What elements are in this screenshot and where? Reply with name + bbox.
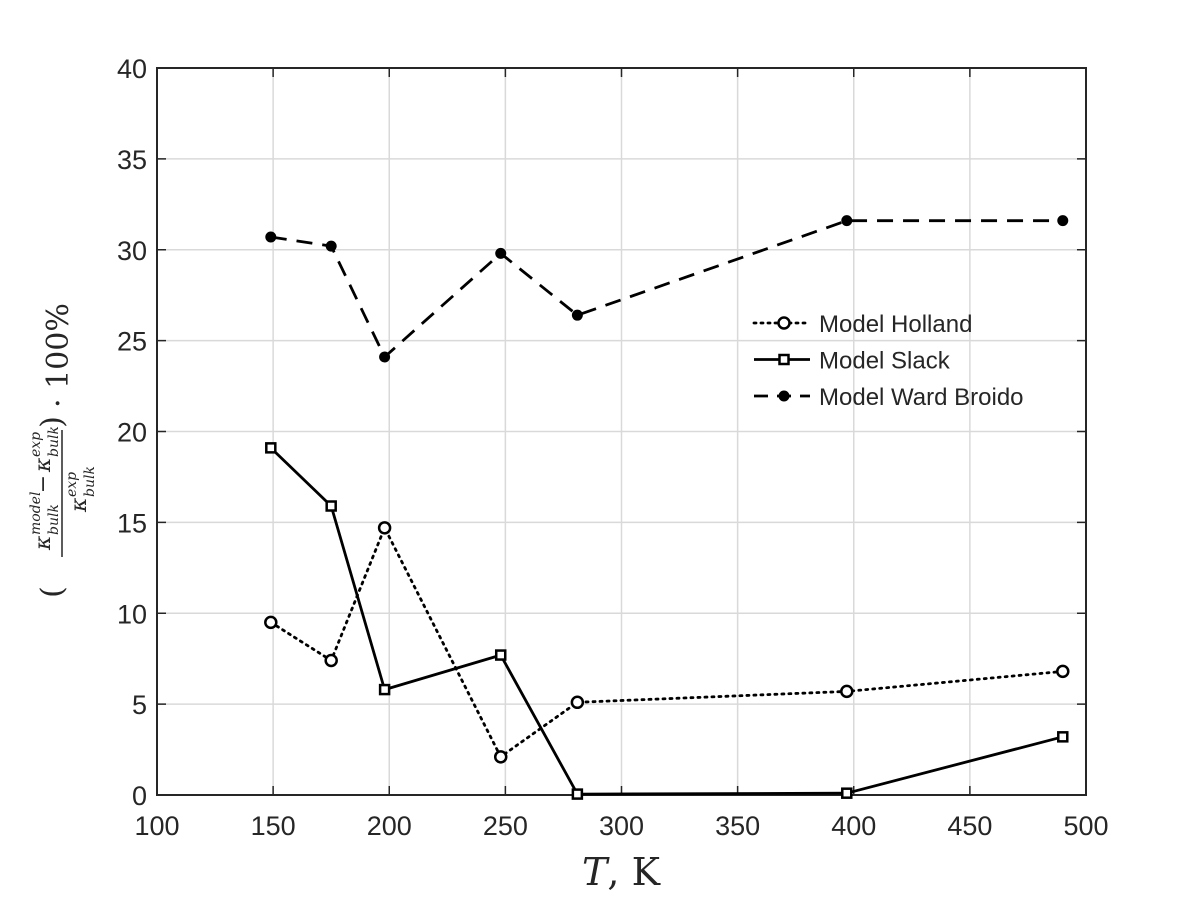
data-point (324, 653, 338, 668)
ylabel-den-sup-exp: exp (64, 472, 80, 497)
x-tick-label: 100 (134, 811, 179, 841)
ylabel-num-kappa-model: κ (31, 535, 56, 551)
data-point (494, 649, 507, 661)
x-axis-label-var: T (582, 850, 610, 894)
y-tick-label: 30 (117, 236, 147, 266)
ylabel-denominator: κ exp bulk (64, 466, 98, 513)
ylabel-den-kappa: κ (67, 497, 92, 513)
data-point (570, 695, 585, 710)
y-tick-label: 35 (117, 145, 147, 175)
x-tick-label: 300 (599, 811, 644, 841)
y-tick-label: 40 (117, 54, 147, 84)
data-point (378, 683, 391, 696)
x-tick-label: 150 (251, 811, 296, 841)
ylabel-num-sub-model: bulk (46, 504, 62, 535)
legend-entry: Model Slack (754, 348, 951, 375)
grid (157, 68, 1086, 795)
data-point (379, 351, 391, 363)
data-point (495, 247, 507, 259)
legend-entry: Model Holland (752, 311, 972, 338)
y-tick-label: 5 (132, 690, 147, 720)
x-tick-label: 250 (483, 811, 528, 841)
legend-label: Model Slack (819, 348, 951, 375)
y-tick-label: 10 (117, 599, 147, 629)
data-point (264, 615, 278, 630)
legend-label: Model Holland (819, 311, 972, 338)
y-tick-label: 25 (117, 327, 147, 357)
legend-entry: Model Ward Broido (754, 384, 1024, 411)
x-tick-label: 500 (1063, 811, 1108, 841)
ylabel-num-sup-model: model (28, 492, 44, 535)
x-tick-label: 400 (831, 811, 876, 841)
series-1 (264, 521, 1070, 764)
series-2 (265, 442, 1069, 800)
ylabel-num-kappa-exp: κ (31, 457, 56, 473)
ylabel-minus: − (31, 475, 56, 493)
legend-marker (777, 316, 791, 330)
data-point (840, 684, 854, 699)
y-tick-label: 15 (117, 508, 147, 538)
y-axis-label: ( κ model bulk − κ exp bulk ) κ exp bulk… (28, 303, 98, 598)
ylabel-tail: · 100% (41, 303, 76, 408)
data-point (841, 787, 853, 799)
series (264, 215, 1070, 800)
data-point (377, 521, 392, 535)
ylabel-lparen: ( (35, 586, 70, 598)
x-axis-label-unit: , K (607, 850, 660, 894)
data-point (571, 309, 583, 321)
series-3 (265, 215, 1069, 363)
y-tick-label: 0 (132, 781, 147, 811)
legend: Model Holland Model Slack Model Ward Broid… (752, 311, 1024, 411)
y-tick-label: 20 (117, 418, 147, 448)
x-tick-label: 350 (715, 811, 760, 841)
ylabel-num-sup-exp: exp (28, 432, 44, 457)
data-point (571, 788, 584, 800)
data-point (1057, 731, 1069, 743)
data-point (1057, 215, 1069, 227)
axis-ticks: 100 150 200 250 300 350 400 450 500 0 5 10 15 20 25 30 3… (117, 54, 1109, 841)
data-point (325, 500, 337, 512)
x-tick-label: 200 (367, 811, 412, 841)
data-point (841, 215, 853, 227)
ylabel-den-sub: bulk (82, 466, 98, 497)
legend-marker (778, 390, 790, 402)
ylabel-numerator: κ model bulk − κ exp bulk (28, 426, 62, 551)
x-axis-label: T, K (582, 850, 661, 894)
ylabel-rparen: ) (35, 416, 70, 428)
data-point (325, 240, 337, 252)
data-point (265, 231, 277, 243)
data-point (493, 750, 508, 764)
legend-label: Model Ward Broido (819, 384, 1024, 411)
data-point (265, 442, 277, 454)
legend-marker (778, 353, 790, 366)
x-tick-label: 450 (947, 811, 992, 841)
data-point (1056, 664, 1070, 679)
ylabel-num-sub-exp: bulk (46, 426, 62, 457)
